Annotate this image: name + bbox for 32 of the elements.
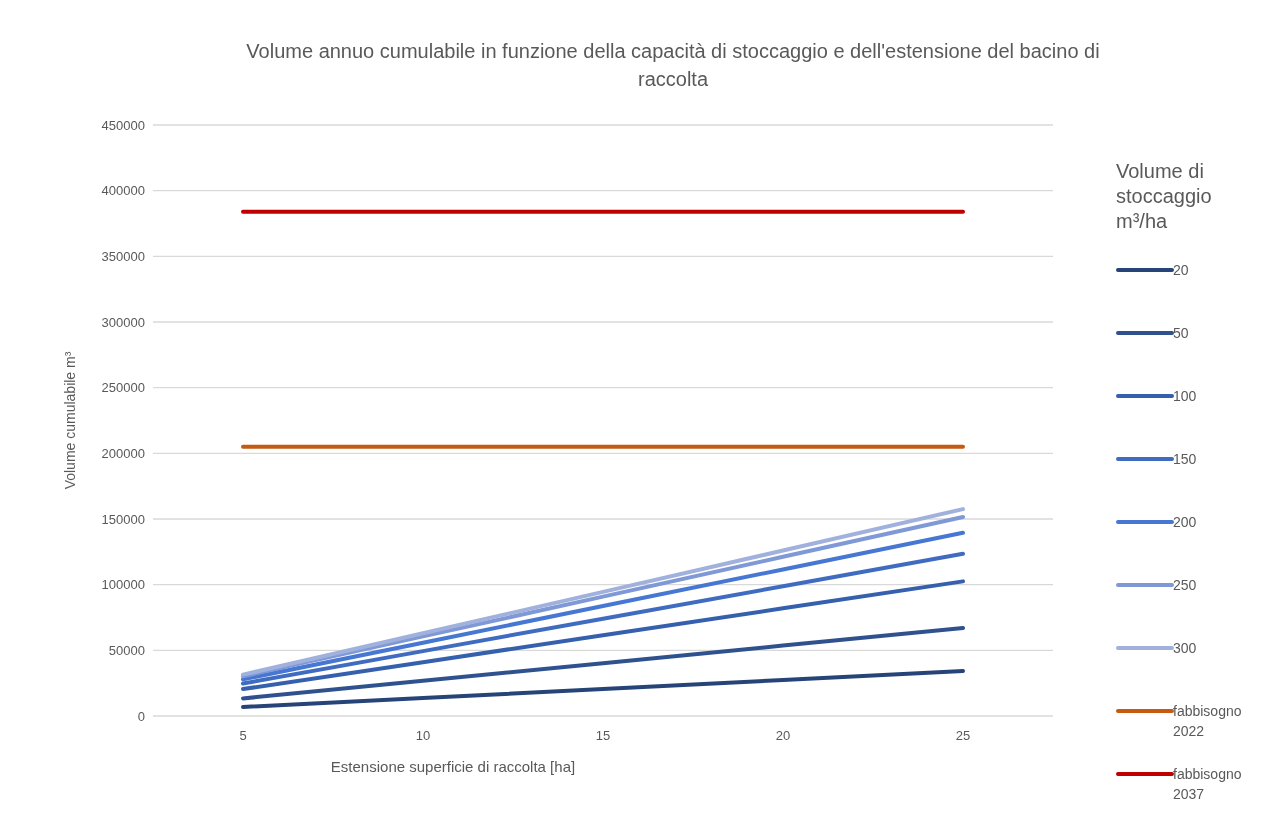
x-tick-label: 5 xyxy=(239,728,247,743)
x-tick-label: 10 xyxy=(415,728,431,743)
y-tick-label: 300000 xyxy=(101,314,145,330)
y-tick-label: 50000 xyxy=(108,642,145,658)
legend-label: 20 xyxy=(1173,261,1189,278)
legend-label: fabbisogno 2022 xyxy=(1173,702,1242,739)
y-tick-label: 0 xyxy=(137,708,145,724)
legend-label: 250 xyxy=(1173,576,1197,593)
x-axis-title: Estensione superficie di raccolta [ha] xyxy=(330,758,576,775)
y-tick-label: 350000 xyxy=(101,248,145,264)
line-series xyxy=(241,579,965,692)
y-tick-label: 400000 xyxy=(101,183,145,199)
y-tick-label: 200000 xyxy=(101,445,145,461)
y-tick-label: 250000 xyxy=(101,380,145,396)
line-series xyxy=(241,551,965,686)
chart-title: Volume annuo cumulabile in funzione della capacità di stoccaggio e dell'estensione del bacino di raccolta xyxy=(246,40,1100,90)
y-tick-label: 150000 xyxy=(101,511,145,527)
x-tick-label: 25 xyxy=(955,728,971,743)
y-axis-title: Volume cumulabile m³ xyxy=(62,351,78,490)
y-tick-label: 450000 xyxy=(101,117,145,133)
legend-label: fabbisogno 2037 xyxy=(1173,765,1242,802)
y-tick-label: 100000 xyxy=(101,577,145,593)
legend-label: 150 xyxy=(1173,450,1197,467)
legend-label: 50 xyxy=(1173,324,1189,341)
x-tick-label: 15 xyxy=(595,728,611,743)
legend-label: 200 xyxy=(1173,513,1197,530)
legend-label: 100 xyxy=(1173,387,1197,404)
legend-label: 300 xyxy=(1173,639,1197,656)
line-series xyxy=(241,626,965,701)
legend-title: Volume di stoccaggio m³/ha xyxy=(1116,160,1212,232)
line-series xyxy=(241,669,965,709)
x-tick-label: 20 xyxy=(775,728,791,743)
